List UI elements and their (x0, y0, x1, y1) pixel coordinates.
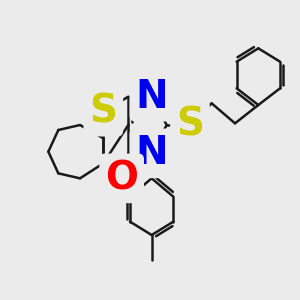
Text: S: S (176, 106, 204, 144)
Text: N: N (135, 78, 168, 116)
Text: O: O (105, 159, 138, 197)
Text: N: N (135, 134, 168, 172)
Text: S: S (89, 93, 117, 131)
